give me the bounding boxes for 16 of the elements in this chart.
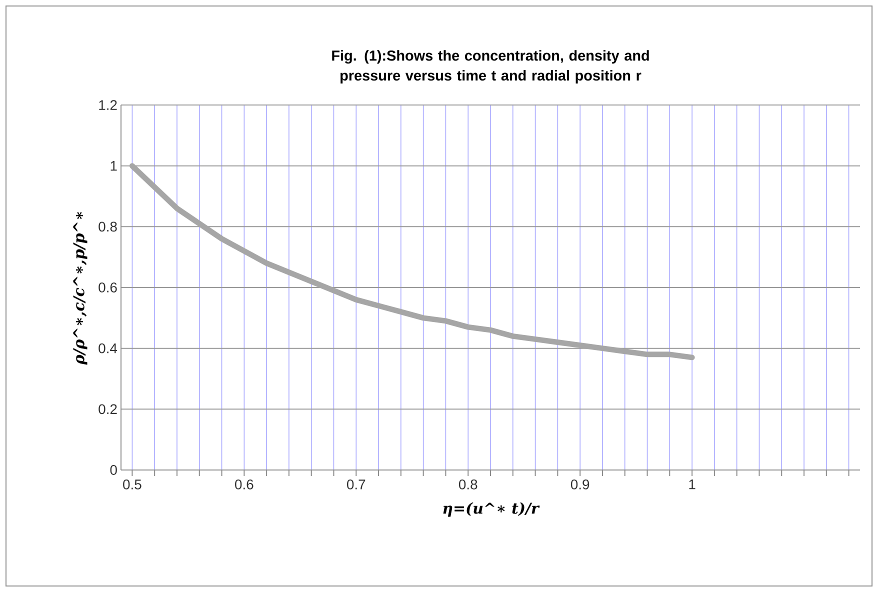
x-tick-label: 0.6: [235, 480, 254, 490]
y-tick-label: 0.4: [98, 343, 118, 354]
x-tick-label: 1: [689, 480, 696, 490]
y-tick-label: 0: [110, 465, 117, 475]
chart-title: Fig. (1):Shows the concentration, density and pressure versus time t and radial position r: [332, 50, 649, 84]
y-tick-label: 1: [110, 161, 117, 171]
y-axis-title: ρ/ρ^∗,c/c^∗,p/p^∗: [73, 212, 88, 365]
x-tick-label: 0.9: [570, 480, 590, 490]
x-tick-label: 0.8: [458, 480, 478, 490]
x-tick-label: 0.5: [123, 480, 142, 490]
x-tick-label: 0.7: [346, 480, 366, 490]
y-tick-label: 1.2: [99, 100, 117, 110]
y-tick-label: 0.2: [98, 404, 117, 414]
y-tick-label: 0.6: [98, 282, 117, 292]
x-axis-title: η=(u^∗ t)/r: [443, 502, 540, 517]
y-tick-label: 0.8: [98, 222, 117, 232]
